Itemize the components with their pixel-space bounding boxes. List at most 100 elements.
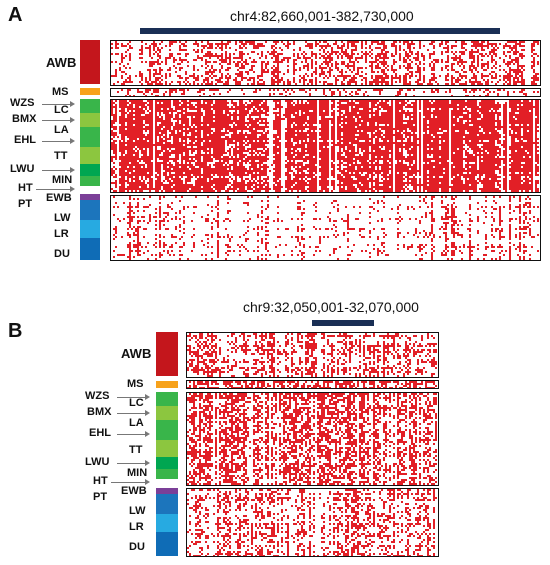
outer-label-pt-a: PT <box>18 198 33 210</box>
swatch-min-b <box>156 457 178 469</box>
heatmap-blue-b <box>187 489 437 556</box>
swatch-la-b <box>156 406 178 420</box>
swatch-lw-a <box>80 200 100 220</box>
outer-label-ehl-b: EHL <box>89 427 111 439</box>
group-label-tt-a: TT <box>54 150 68 162</box>
swatch-ms-a <box>80 88 100 95</box>
swatch-ms-b <box>156 381 178 388</box>
arrow-head-bmx-b <box>145 410 150 416</box>
group-label-tt-b: TT <box>129 444 143 456</box>
arrow-head-lwu-a <box>70 167 75 173</box>
swatch-awb-b <box>156 332 178 376</box>
group-label-ms-a: MS <box>52 86 69 98</box>
swatch-tt-b <box>156 420 178 440</box>
arrow-head-lwu-b <box>145 460 150 466</box>
swatch-lwu-a <box>80 147 100 164</box>
arrow-bmx-a <box>42 120 70 121</box>
group-label-awb-b: AWB <box>121 346 152 361</box>
group-label-ewb-a: EWB <box>46 192 72 204</box>
outer-label-lwu-b: LWU <box>85 456 110 468</box>
group-label-du-b: DU <box>129 541 145 553</box>
heatmap-awb-a <box>111 41 539 85</box>
group-label-min-b: MIN <box>127 467 148 479</box>
group-label-awb-a: AWB <box>46 55 77 70</box>
group-label-lw-a: LW <box>54 212 71 224</box>
group-color-strip-a <box>80 40 100 260</box>
group-color-strip-b <box>156 332 178 556</box>
group-label-ewb-b: EWB <box>121 485 147 497</box>
swatch-ewb-a <box>80 194 100 200</box>
outer-label-ht-b: HT <box>93 475 108 487</box>
region-bar-b <box>312 320 374 326</box>
arrow-ehl-b <box>117 434 145 435</box>
swatch-lc-b <box>156 392 178 406</box>
panel-letter-a: A <box>8 4 23 26</box>
swatch-du-a <box>80 238 100 260</box>
heatmap-block-green-a <box>110 99 541 193</box>
group-label-min-a: MIN <box>52 174 73 186</box>
heatmap-block-blue-a <box>110 195 541 261</box>
heatmap-green-a <box>111 100 539 192</box>
arrow-wzs-b <box>117 397 145 398</box>
swatch-lr-b <box>156 514 178 532</box>
arrow-lwu-a <box>42 170 70 171</box>
arrow-head-ht-b <box>145 479 150 485</box>
arrow-ht-a <box>36 189 70 190</box>
group-label-du-a: DU <box>54 248 70 260</box>
swatch-lwu-b <box>156 440 178 457</box>
swatch-lr-a <box>80 220 100 238</box>
arrow-wzs-a <box>42 104 70 105</box>
swatch-ewb-b <box>156 488 178 494</box>
heatmap-block-blue-b <box>186 488 439 557</box>
swatch-awb-a <box>80 40 100 84</box>
region-bar-a <box>140 28 500 34</box>
heatmap-awb-b <box>187 333 437 377</box>
arrow-head-ehl-a <box>70 138 75 144</box>
group-label-la-b: LA <box>129 417 144 429</box>
group-label-lc-b: LC <box>129 397 144 409</box>
swatch-tt-a <box>80 127 100 147</box>
heatmap-block-green-b <box>186 392 439 486</box>
group-label-lc-a: LC <box>54 104 69 116</box>
arrow-head-wzs-a <box>70 101 75 107</box>
group-label-lr-a: LR <box>54 228 69 240</box>
heatmap-green-b <box>187 393 437 485</box>
arrow-ht-b <box>111 482 145 483</box>
outer-label-wzs-a: WZS <box>10 97 35 109</box>
heatmap-block-ms-a <box>110 88 541 97</box>
outer-label-wzs-b: WZS <box>85 390 110 402</box>
outer-label-lwu-a: LWU <box>10 163 35 175</box>
swatch-ht-a <box>80 176 100 186</box>
swatch-la-a <box>80 113 100 127</box>
swatch-lc-a <box>80 99 100 113</box>
outer-label-ehl-a: EHL <box>14 134 36 146</box>
heatmap-ms-b <box>187 381 437 388</box>
arrow-bmx-b <box>117 413 145 414</box>
heatmap-blue-a <box>113 196 539 260</box>
region-label-a: chr4:82,660,001-382,730,000 <box>230 8 414 24</box>
arrow-lwu-b <box>117 463 145 464</box>
group-label-lw-b: LW <box>129 505 146 517</box>
swatch-ht-b <box>156 469 178 479</box>
heatmap-block-ms-b <box>186 380 439 389</box>
arrow-ehl-a <box>42 141 70 142</box>
group-label-lr-b: LR <box>129 521 144 533</box>
heatmap-block-awb-b <box>186 332 439 378</box>
heatmap-ms-a <box>117 89 539 96</box>
swatch-du-b <box>156 532 178 556</box>
outer-label-bmx-b: BMX <box>87 406 112 418</box>
arrow-head-ht-a <box>70 186 75 192</box>
region-label-b: chr9:32,050,001-32,070,000 <box>243 299 419 315</box>
arrow-head-wzs-b <box>145 394 150 400</box>
arrow-head-bmx-a <box>70 117 75 123</box>
heatmap-block-awb-a <box>110 40 541 86</box>
panel-letter-b: B <box>8 320 23 342</box>
arrow-head-ehl-b <box>145 431 150 437</box>
outer-label-ht-a: HT <box>18 182 33 194</box>
group-label-ms-b: MS <box>127 378 144 390</box>
outer-label-bmx-a: BMX <box>12 113 37 125</box>
group-label-la-a: LA <box>54 124 69 136</box>
swatch-lw-b <box>156 494 178 514</box>
swatch-min-a <box>80 164 100 176</box>
outer-label-pt-b: PT <box>93 491 108 503</box>
